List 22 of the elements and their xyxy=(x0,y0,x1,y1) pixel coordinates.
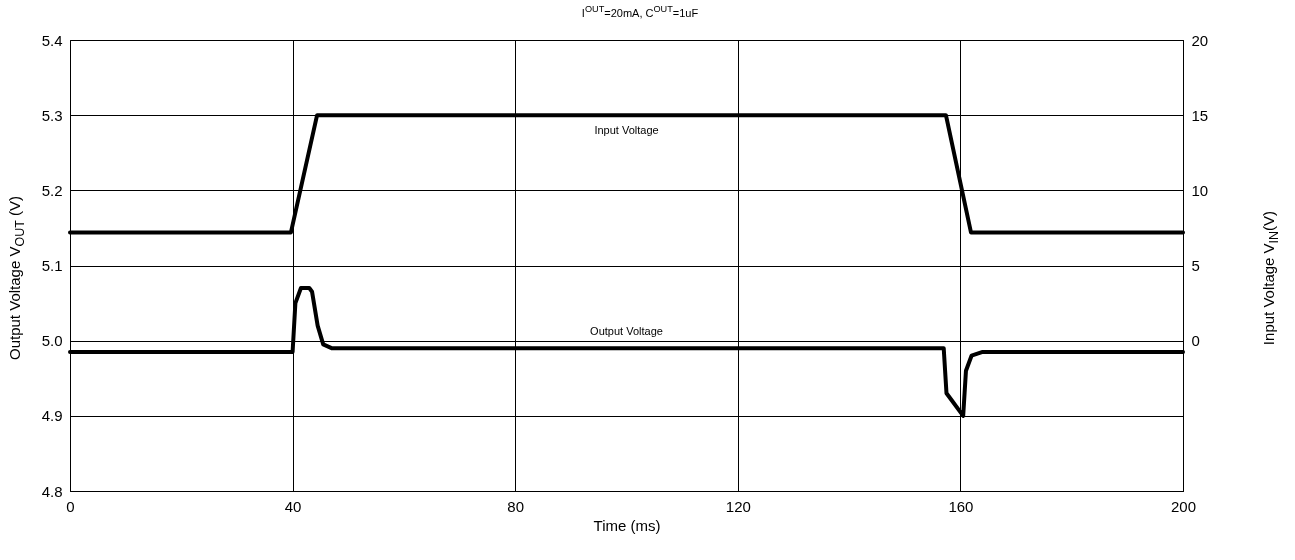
y-tick-label: 5.4 xyxy=(41,31,63,49)
x-tick-label: 200 xyxy=(1170,497,1197,515)
x-tick-label: 80 xyxy=(507,497,525,515)
y2-tick-label: 20 xyxy=(1191,31,1209,49)
x-tick-label: 40 xyxy=(284,497,302,515)
x-tick-label: 160 xyxy=(948,497,974,515)
y-tick-label: 5.2 xyxy=(41,181,63,199)
x-axis-title: Time (ms) xyxy=(593,516,661,534)
y2-tick-label: 10 xyxy=(1191,181,1209,199)
x-tick-label: 0 xyxy=(66,497,75,515)
y2-tick-label: 15 xyxy=(1191,106,1209,124)
y-tick-label: 5.1 xyxy=(41,257,63,274)
chart-title: I$^{OUT}$=20mA, C$^{OUT}$=1uF xyxy=(581,4,699,19)
y-tick-label: 4.8 xyxy=(41,482,63,500)
series-label: Output Voltage xyxy=(590,325,663,338)
y2-tick-label: 0 xyxy=(1191,332,1200,350)
y2-tick-label: 5 xyxy=(1191,257,1200,274)
y-tick-label: 4.9 xyxy=(41,407,63,425)
series-label: Input Voltage xyxy=(594,124,659,137)
y-tick-label: 5.3 xyxy=(41,106,63,124)
x-tick-label: 120 xyxy=(725,497,751,515)
y-tick-label: 5.0 xyxy=(41,332,63,350)
